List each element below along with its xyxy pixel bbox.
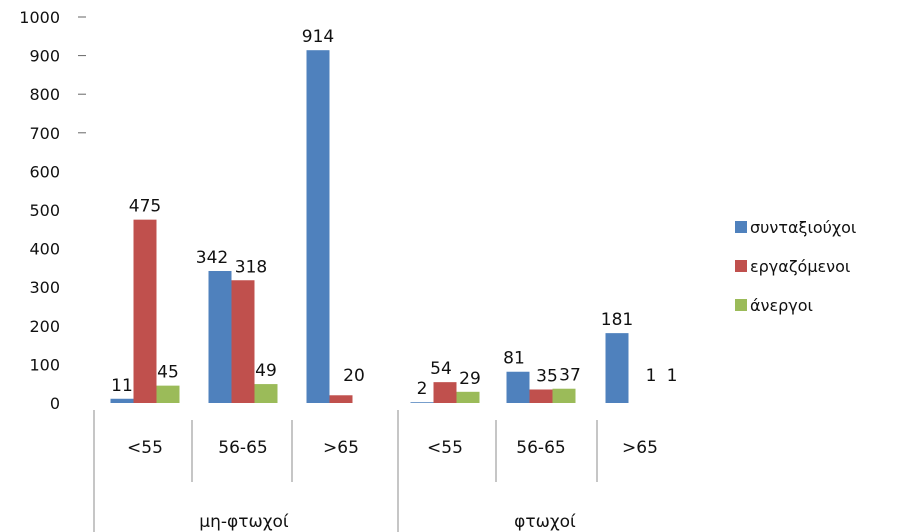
- bar-pensioners: [506, 371, 530, 403]
- legend-swatch: [735, 260, 747, 272]
- bar-employed: [529, 389, 553, 403]
- bar-unemployed: [254, 384, 278, 403]
- data-label: 914: [302, 27, 334, 47]
- category-label: >65: [622, 438, 658, 458]
- bar-pensioners: [110, 398, 134, 403]
- data-label: 1: [646, 366, 657, 386]
- bar-employed: [433, 382, 457, 403]
- data-label: 49: [255, 361, 277, 381]
- data-label: 54: [430, 359, 452, 379]
- y-tick-label: 400: [29, 240, 60, 259]
- bar-employed: [133, 219, 157, 403]
- legend-label: εργαζόμενοι: [750, 257, 850, 276]
- data-label: 1: [667, 366, 678, 386]
- legend-swatch: [735, 221, 747, 233]
- data-label: 342: [196, 248, 228, 268]
- bar-unemployed: [156, 385, 180, 403]
- data-label: 2: [417, 379, 428, 399]
- y-tick-label: 300: [29, 278, 60, 297]
- data-label: 37: [559, 366, 581, 386]
- bar-employed: [231, 280, 255, 403]
- category-label: 56-65: [218, 438, 267, 458]
- y-tick-label: 100: [29, 355, 60, 374]
- data-label: 11: [111, 376, 133, 396]
- bar-employed: [329, 395, 353, 403]
- legend-label: συνταξιούχοι: [750, 218, 856, 237]
- data-label: 318: [235, 257, 267, 277]
- y-tick-label: 200: [29, 317, 60, 336]
- y-tick-label: 0: [50, 394, 60, 413]
- data-label: 181: [601, 310, 633, 330]
- data-label: 81: [503, 349, 525, 369]
- bar-pensioners: [410, 402, 434, 403]
- bar-pensioners: [306, 50, 330, 404]
- bar-pensioners: [208, 270, 232, 403]
- data-label: 35: [536, 366, 558, 386]
- category-label: <55: [427, 438, 463, 458]
- legend-swatch: [735, 299, 747, 311]
- y-tick-label: 600: [29, 162, 60, 181]
- y-tick-label: 900: [29, 47, 60, 66]
- y-tick-label: 800: [29, 85, 60, 104]
- y-tick-label: 1000: [19, 8, 60, 27]
- group-label: φτωχοί: [514, 512, 576, 532]
- legend-label: άνεργοι: [750, 296, 813, 315]
- bar-unemployed: [456, 391, 480, 403]
- data-label: 20: [343, 366, 365, 386]
- y-tick-label: 500: [29, 201, 60, 220]
- group-label: μη-φτωχοί: [199, 512, 289, 532]
- data-label: 475: [129, 197, 161, 217]
- category-label: >65: [323, 438, 359, 458]
- category-label: 56-65: [516, 438, 565, 458]
- bar-unemployed: [552, 388, 576, 403]
- data-label: 45: [157, 363, 179, 383]
- bar-pensioners: [605, 333, 629, 403]
- data-label: 29: [459, 369, 481, 389]
- category-label: <55: [127, 438, 163, 458]
- y-tick-label: 700: [29, 124, 60, 143]
